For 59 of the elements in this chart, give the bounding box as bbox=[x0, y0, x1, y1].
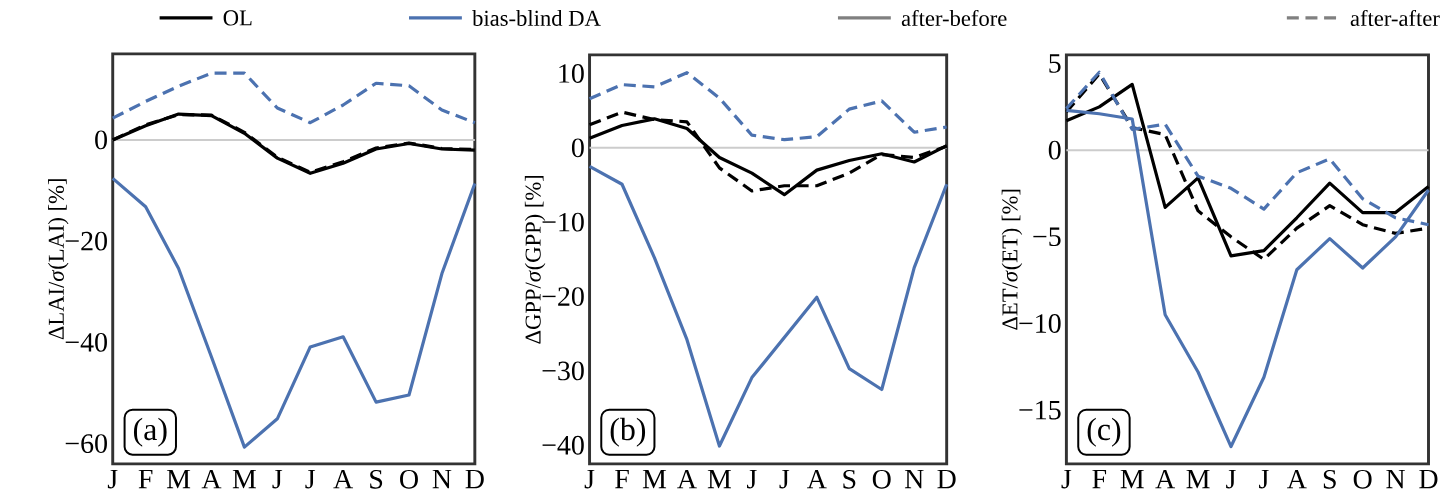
x-tick-label: D bbox=[937, 469, 956, 489]
x-tick-label: A bbox=[201, 470, 222, 489]
x-tick-label: M bbox=[642, 469, 667, 489]
x-tick-label: J bbox=[779, 469, 790, 489]
x-tick-label: A bbox=[333, 470, 354, 489]
y-tick-label: 10 bbox=[559, 64, 584, 83]
x-tick-label: J bbox=[272, 469, 283, 489]
x-tick-label: M bbox=[1120, 469, 1144, 489]
line-series bbox=[111, 176, 477, 449]
x-tick-label: M bbox=[707, 469, 732, 489]
x-tick-label: A bbox=[677, 470, 697, 489]
text: after-before bbox=[901, 10, 1007, 27]
y-tick-label: −40 bbox=[65, 333, 107, 352]
x-tick-label: O bbox=[872, 469, 891, 489]
y-tick-label: −10 bbox=[1019, 314, 1061, 334]
y-tick-label: −60 bbox=[65, 434, 107, 454]
y-tick-label: −40 bbox=[542, 435, 584, 455]
y-tick-label: −20 bbox=[542, 287, 584, 307]
x-tick-label: J bbox=[107, 469, 118, 489]
x-tick-label: M bbox=[1186, 469, 1210, 489]
x-tick-label: N bbox=[904, 469, 924, 489]
y-tick-label: 0 bbox=[95, 130, 107, 150]
y-tick-label: −30 bbox=[542, 361, 584, 381]
x-tick-label: N bbox=[1386, 469, 1406, 489]
line-series bbox=[111, 71, 477, 125]
text: after-after bbox=[1350, 10, 1440, 27]
x-tick-label: F bbox=[138, 469, 153, 489]
annotation: (b) bbox=[610, 417, 646, 447]
x-tick-label: N bbox=[432, 469, 452, 489]
x-tick-label: S bbox=[1323, 469, 1336, 489]
legend-label: OL bbox=[223, 10, 252, 26]
y-tick-label: −5 bbox=[1033, 227, 1061, 247]
x-tick-label: M bbox=[166, 469, 191, 489]
x-tick-label: S bbox=[843, 469, 856, 489]
x-tick-label: A bbox=[1155, 470, 1176, 489]
x-tick-label: J bbox=[1259, 469, 1269, 489]
x-tick-label: S bbox=[370, 469, 383, 489]
annotation: (a) bbox=[133, 417, 167, 447]
x-tick-label: J bbox=[305, 469, 316, 489]
annotation: (c) bbox=[1087, 417, 1121, 447]
legend-label: bias-blind DA bbox=[472, 10, 601, 27]
x-tick-label: O bbox=[1353, 469, 1372, 489]
x-tick-label: J bbox=[1061, 469, 1072, 489]
x-tick-label: A bbox=[1287, 470, 1307, 489]
x-tick-label: F bbox=[1092, 469, 1107, 489]
y-tick-label: 0 bbox=[571, 138, 584, 158]
x-tick-label: D bbox=[1419, 469, 1438, 489]
x-tick-label: J bbox=[584, 469, 595, 489]
y-tick-label: −15 bbox=[1019, 400, 1061, 420]
x-tick-label: J bbox=[747, 469, 757, 489]
x-tick-label: F bbox=[615, 469, 629, 489]
y-tick-label: 5 bbox=[1049, 54, 1061, 73]
x-tick-label: D bbox=[465, 469, 484, 489]
x-tick-label: O bbox=[400, 469, 418, 489]
line-series bbox=[587, 71, 949, 142]
x-tick-label: J bbox=[1226, 469, 1236, 489]
y-tick-label: 0 bbox=[1048, 140, 1061, 160]
x-tick-label: A bbox=[807, 470, 827, 489]
x-tick-label: M bbox=[232, 469, 256, 489]
